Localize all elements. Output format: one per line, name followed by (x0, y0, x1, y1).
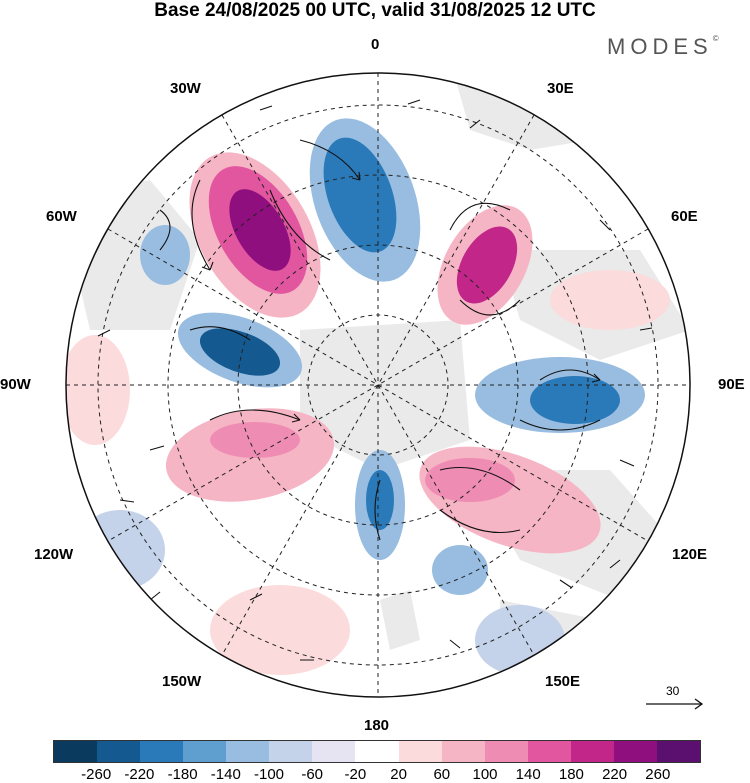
lon-label-90w: 90W (0, 376, 31, 393)
colorbar-tick-label: -20 (344, 766, 367, 783)
colorbar-tick-label: -220 (124, 766, 155, 783)
colorbar-bin-10 (484, 741, 528, 762)
colorbar-bin-14 (656, 741, 700, 762)
colorbar-bin-7 (355, 741, 399, 762)
colorbar-tick-label: 180 (558, 766, 584, 783)
colorbar-bin-8 (398, 741, 442, 762)
lon-label-120w: 120W (34, 546, 74, 563)
colorbar-bin-2 (140, 741, 184, 762)
lon-label-0: 0 (371, 36, 380, 53)
colorbar-tick-label: 140 (515, 766, 541, 783)
colorbar-tick-label: 100 (472, 766, 498, 783)
colorbar-tick-label: -100 (253, 766, 285, 783)
lon-label-30w: 30W (170, 80, 201, 97)
colorbar-tick-label: 220 (602, 766, 628, 783)
colorbar-tick-label: 260 (645, 766, 671, 783)
colorbar-bin-3 (183, 741, 227, 762)
wind-reference-label: 30 (666, 684, 680, 698)
wind-reference-arrow (646, 698, 704, 710)
colorbar (53, 740, 701, 763)
lon-label-150w: 150W (162, 673, 202, 690)
lon-label-60w: 60W (46, 208, 77, 225)
colorbar-bin-9 (441, 741, 485, 762)
colorbar-bin-0 (54, 741, 98, 762)
colorbar-bin-5 (269, 741, 313, 762)
colorbar-tick-label: -260 (81, 766, 112, 783)
map-disc (66, 73, 690, 697)
colorbar-tick-label: -60 (301, 766, 324, 783)
colorbar-bin-4 (226, 741, 270, 762)
lon-label-60e: 60E (671, 208, 698, 225)
colorbar-bin-6 (312, 741, 356, 762)
map-border (65, 72, 691, 698)
colorbar-tick-label: -180 (167, 766, 198, 783)
colorbar-tick-label: 20 (390, 766, 407, 783)
colorbar-tick-label: -140 (210, 766, 241, 783)
wind-vectors (97, 99, 653, 661)
lon-label-150e: 150E (545, 673, 581, 690)
colorbar-bin-11 (527, 741, 571, 762)
lon-label-90e: 90E (718, 376, 745, 393)
colorbar-tick-label: 60 (433, 766, 451, 783)
lon-label-120e: 120E (672, 546, 708, 563)
colorbar-bin-13 (613, 741, 657, 762)
colorbar-bin-12 (570, 741, 614, 762)
graticule (66, 73, 690, 697)
anomaly-fields (66, 118, 670, 675)
lon-label-180: 180 (364, 717, 390, 734)
brand-logo: MODES© (607, 34, 719, 59)
lon-label-30e: 30E (547, 80, 574, 97)
colorbar-bin-1 (97, 741, 141, 762)
map-title: Base 24/08/2025 00 UTC, valid 31/08/2025… (154, 0, 596, 21)
